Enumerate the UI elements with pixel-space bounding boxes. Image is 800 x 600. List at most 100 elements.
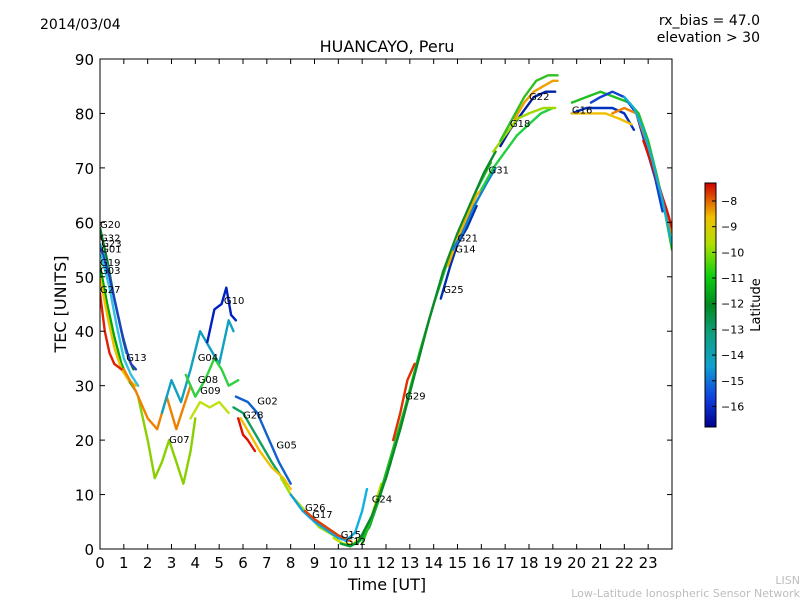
x-tick-label: 9 bbox=[310, 554, 320, 572]
series-line-3 bbox=[100, 253, 140, 387]
x-tick-label: 8 bbox=[286, 554, 296, 572]
colorbar-tick-label: −11 bbox=[721, 272, 744, 285]
satellite-label: G21 bbox=[458, 233, 478, 244]
satellite-label: G04 bbox=[198, 353, 218, 364]
x-tick-label: 15 bbox=[448, 554, 467, 572]
x-tick-label: 20 bbox=[567, 554, 586, 572]
series-line-34 bbox=[570, 106, 636, 131]
satellite-label: G01 bbox=[101, 244, 121, 255]
satellite-label: G28 bbox=[243, 410, 263, 421]
satellite-label: G08 bbox=[198, 375, 218, 386]
series-line-28 bbox=[451, 166, 497, 251]
x-tick-label: 7 bbox=[262, 554, 272, 572]
x-tick-label: 4 bbox=[191, 554, 201, 572]
series-line-26 bbox=[439, 204, 478, 300]
y-tick-label: 40 bbox=[75, 323, 94, 341]
x-tick-label: 0 bbox=[95, 554, 105, 572]
x-tick-label: 14 bbox=[424, 554, 443, 572]
y-tick-label: 30 bbox=[75, 378, 94, 396]
satellite-label: G13 bbox=[126, 353, 146, 364]
series-line-14 bbox=[232, 406, 288, 485]
series-line-15 bbox=[239, 417, 292, 491]
y-tick-label: 60 bbox=[75, 214, 94, 232]
elevation-label: elevation > 30 bbox=[656, 30, 760, 46]
colorbar-tick-label: −9 bbox=[721, 221, 737, 234]
series-line-33 bbox=[499, 74, 559, 142]
x-tick-label: 10 bbox=[329, 554, 348, 572]
y-tick-label: 80 bbox=[75, 105, 94, 123]
colorbar-tick-label: −8 bbox=[721, 195, 737, 208]
colorbar-tick-label: −12 bbox=[721, 298, 744, 311]
colorbar-tick-label: −13 bbox=[721, 323, 744, 336]
satellite-label: G29 bbox=[405, 391, 425, 402]
satellite-label: G27 bbox=[100, 285, 120, 296]
satellite-label: G10 bbox=[224, 296, 244, 307]
colorbar bbox=[704, 182, 717, 428]
satellite-label: G17 bbox=[312, 510, 332, 521]
x-tick-label: 19 bbox=[543, 554, 562, 572]
series-line-24 bbox=[356, 150, 497, 545]
satellite-label: G20 bbox=[100, 220, 120, 231]
series-line-25 bbox=[392, 362, 416, 442]
satellite-label: G26 bbox=[305, 503, 325, 514]
footer-org: LISN bbox=[775, 574, 800, 587]
x-tick-label: 2 bbox=[143, 554, 153, 572]
x-tick-label: 3 bbox=[167, 554, 177, 572]
footer-credit: LISN Low-Latitude Ionospheric Sensor Net… bbox=[571, 574, 800, 600]
x-tick-label: 17 bbox=[496, 554, 515, 572]
y-tick-label: 90 bbox=[75, 51, 94, 69]
x-tick-label: 16 bbox=[472, 554, 491, 572]
satellite-label: G07 bbox=[169, 435, 189, 446]
series-line-18 bbox=[289, 493, 350, 542]
x-tick-label: 18 bbox=[519, 554, 538, 572]
satellite-label: G09 bbox=[200, 386, 220, 397]
series-line-22 bbox=[344, 487, 369, 542]
series-line-19 bbox=[303, 509, 352, 542]
footer-network: Low-Latitude Ionospheric Sensor Network bbox=[571, 587, 800, 600]
series-line-11 bbox=[189, 400, 230, 420]
y-tick-label: 20 bbox=[75, 432, 94, 450]
series-line-7 bbox=[136, 395, 197, 485]
x-tick-label: 12 bbox=[376, 554, 395, 572]
filter-info: rx_bias = 47.0 elevation > 30 bbox=[657, 13, 760, 47]
series-line-32 bbox=[513, 79, 559, 121]
colorbar-tick-label: −14 bbox=[721, 349, 744, 362]
satellite-label: G19 bbox=[100, 258, 120, 269]
colorbar-tick-label: −10 bbox=[721, 246, 744, 259]
satellite-label: G24 bbox=[372, 495, 392, 506]
series-line-6 bbox=[100, 291, 123, 371]
x-tick-label: 11 bbox=[353, 554, 372, 572]
satellite-label: G02 bbox=[257, 397, 277, 408]
x-tick-label: 5 bbox=[214, 554, 224, 572]
series-line-12 bbox=[206, 286, 238, 344]
satellite-label: G25 bbox=[443, 285, 463, 296]
y-tick-label: 10 bbox=[75, 487, 94, 505]
satellite-label: G18 bbox=[510, 119, 530, 130]
y-tick-label: 50 bbox=[75, 269, 94, 287]
satellite-label: G03 bbox=[100, 266, 120, 277]
series-line-13 bbox=[234, 395, 292, 485]
colorbar-tick-label: −15 bbox=[721, 375, 744, 388]
satellite-label: G31 bbox=[489, 165, 509, 176]
x-tick-label: 1 bbox=[119, 554, 129, 572]
satellite-label: G32 bbox=[100, 233, 120, 244]
rx-bias-label: rx_bias = 47.0 bbox=[658, 13, 760, 29]
series-line-9 bbox=[160, 319, 235, 415]
series-line-10 bbox=[184, 357, 240, 398]
series-line-35 bbox=[570, 112, 633, 126]
chart-title: HUANCAYO, Peru bbox=[320, 37, 455, 56]
satellite-label: G15 bbox=[341, 530, 361, 541]
series-line-40 bbox=[623, 95, 672, 246]
x-tick-label: 23 bbox=[639, 554, 658, 572]
satellite-label: G14 bbox=[455, 244, 475, 255]
satellite-label: G22 bbox=[529, 92, 549, 103]
satellite-label: G16 bbox=[572, 105, 592, 116]
x-tick-label: 21 bbox=[591, 554, 610, 572]
colorbar-tick-label: −16 bbox=[721, 400, 744, 413]
satellite-label: G12 bbox=[346, 537, 366, 548]
satellite-label: G23 bbox=[101, 239, 121, 250]
y-axis-label: TEC [UNITS] bbox=[51, 256, 70, 354]
x-axis-label: Time [UT] bbox=[347, 575, 426, 594]
x-tick-label: 6 bbox=[238, 554, 248, 572]
